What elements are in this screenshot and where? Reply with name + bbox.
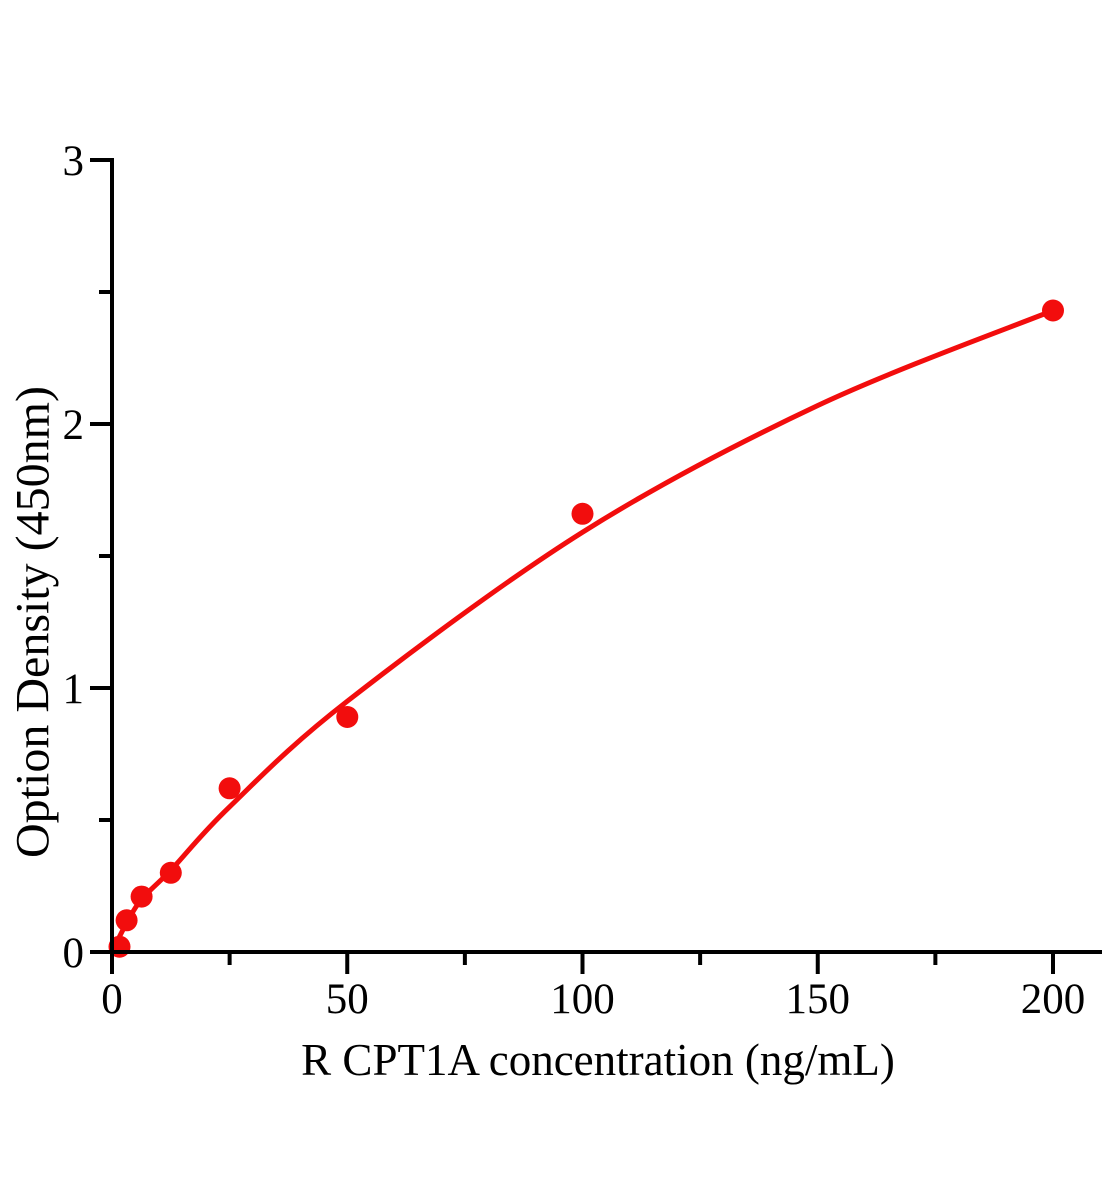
data-point-marker bbox=[159, 861, 182, 884]
y-tick-label: 2 bbox=[63, 402, 85, 449]
x-tick-label: 200 bbox=[1021, 976, 1086, 1023]
data-point-marker bbox=[571, 502, 594, 525]
data-point-marker bbox=[218, 777, 241, 800]
y-tick-label: 0 bbox=[63, 930, 85, 977]
x-tick-label: 150 bbox=[786, 976, 851, 1023]
data-point-marker bbox=[115, 909, 138, 932]
x-tick-label: 50 bbox=[326, 976, 369, 1023]
data-point-marker bbox=[130, 885, 153, 908]
y-axis-title: Option Density (450nm) bbox=[6, 386, 60, 858]
y-tick-label: 1 bbox=[63, 666, 85, 713]
data-point-marker bbox=[1042, 299, 1064, 322]
data-point-marker bbox=[336, 706, 359, 728]
standard-curve-line bbox=[109, 308, 1056, 955]
y-tick-label: 3 bbox=[63, 138, 85, 185]
x-tick-label: 0 bbox=[101, 976, 123, 1023]
x-axis-title: R CPT1A concentration (ng/mL) bbox=[301, 1035, 895, 1085]
x-tick-label: 100 bbox=[550, 976, 615, 1023]
